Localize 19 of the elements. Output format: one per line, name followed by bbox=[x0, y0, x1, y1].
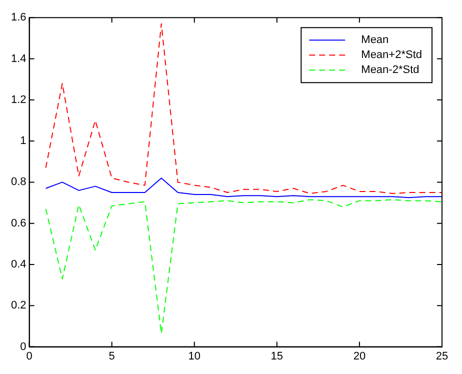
y-tick-label: 1.4 bbox=[10, 52, 26, 65]
y-tick-label: 0.4 bbox=[10, 258, 26, 271]
x-tick-label: 10 bbox=[188, 350, 200, 362]
line-series bbox=[45, 199, 442, 334]
y-tick-label: 0 bbox=[20, 340, 26, 353]
x-tick-label: 15 bbox=[270, 350, 284, 362]
x-tick-label: 25 bbox=[436, 350, 448, 362]
x-tick-label: 20 bbox=[353, 350, 366, 362]
legend-label: Mean-2*Std bbox=[361, 64, 420, 76]
y-tick-label: 1 bbox=[20, 135, 26, 148]
y-tick-label: 0.2 bbox=[10, 300, 26, 312]
y-tick-label: 0.8 bbox=[10, 176, 26, 188]
line-series bbox=[45, 23, 442, 194]
legend-label: Mean bbox=[361, 34, 389, 46]
y-tick-label: 1.2 bbox=[10, 94, 26, 106]
legend-label: Mean+2*Std bbox=[361, 49, 422, 62]
y-tick-label: 1.6 bbox=[10, 12, 26, 24]
x-tick-label: 5 bbox=[108, 350, 115, 362]
y-tick-label: 0.6 bbox=[10, 217, 26, 230]
